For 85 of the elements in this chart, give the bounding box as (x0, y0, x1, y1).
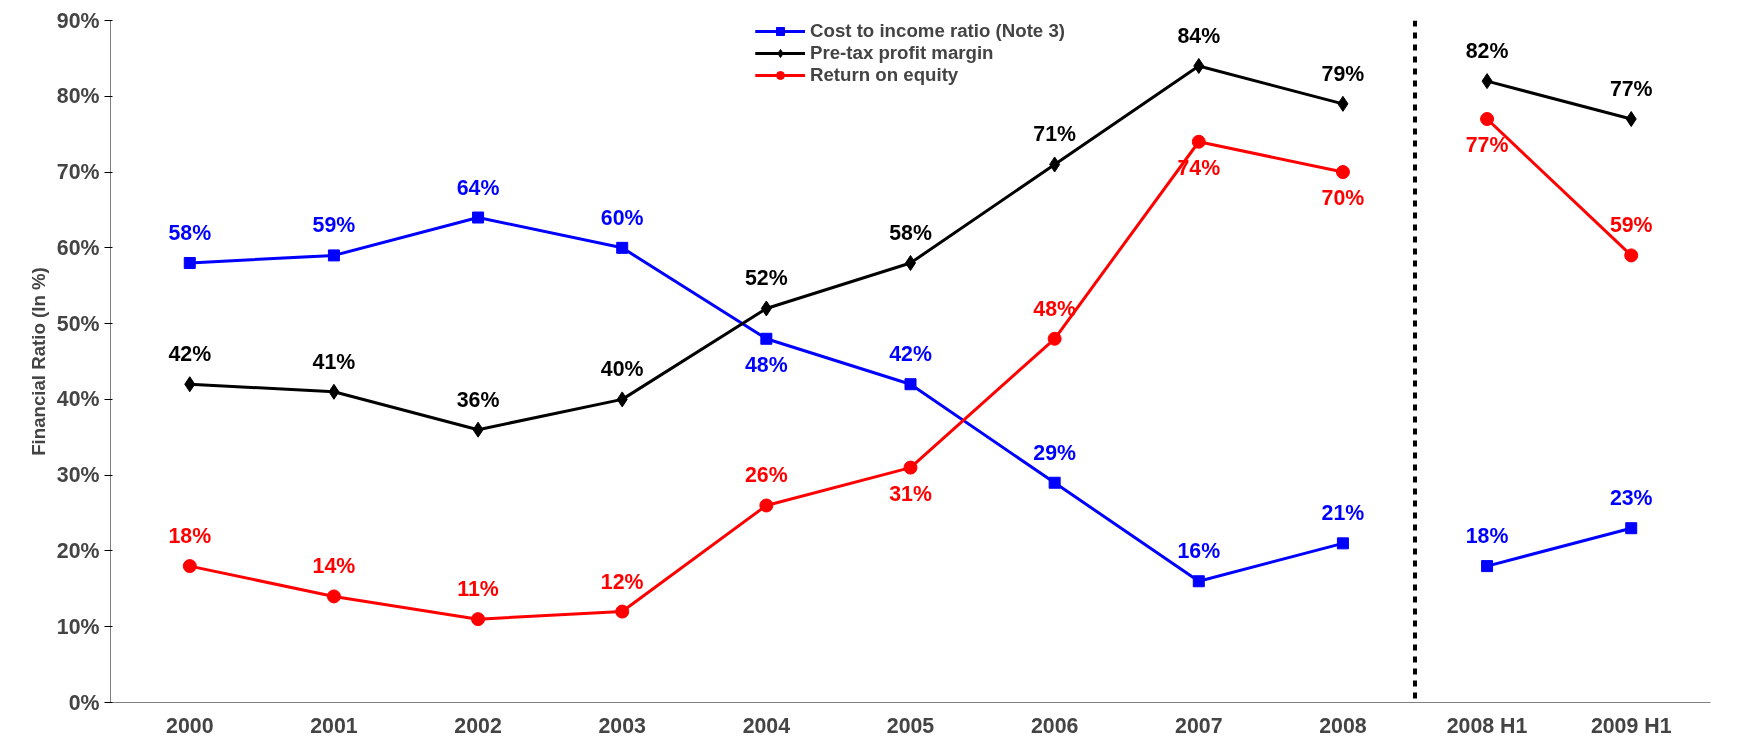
data-label: 52% (745, 266, 788, 291)
point (1335, 165, 1350, 180)
data-label: 74% (1177, 155, 1221, 180)
point (904, 378, 917, 391)
data-label: 48% (1033, 296, 1077, 321)
y-tick-label: 10% (56, 614, 100, 639)
y-tick-label: 30% (56, 463, 100, 488)
point (759, 498, 774, 513)
x-tick-label: 2004 (742, 713, 791, 738)
data-label: 21% (1321, 501, 1365, 526)
y-tick-label: 40% (56, 387, 100, 412)
x-tick-label: 2005 (886, 713, 935, 738)
data-label: 64% (456, 175, 500, 200)
point (184, 376, 196, 393)
legend-label: Cost to income ratio (Note 3) (810, 20, 1065, 42)
y-tick-label: 50% (56, 311, 100, 336)
data-label: 71% (1033, 122, 1077, 147)
point (183, 256, 196, 269)
data-label: 77% (1609, 77, 1653, 102)
y-tick-label: 90% (56, 8, 100, 33)
data-label: 41% (312, 349, 356, 374)
point (903, 460, 918, 475)
data-label: 31% (889, 481, 932, 506)
x-tick-label: 2008 H1 (1446, 713, 1528, 738)
point (616, 241, 629, 254)
x-tick-label: 2001 (310, 713, 358, 738)
point (1048, 476, 1061, 489)
x-tick-label: 2006 (1030, 713, 1079, 738)
point (472, 421, 484, 438)
point (1336, 537, 1349, 550)
data-label: 42% (168, 342, 212, 367)
data-label: 23% (1609, 486, 1653, 511)
point (1192, 575, 1205, 588)
y-tick-label: 60% (56, 235, 100, 260)
data-label: 59% (312, 213, 356, 238)
point (1049, 156, 1061, 173)
data-label: 48% (745, 352, 788, 377)
point (326, 589, 341, 604)
point (1337, 95, 1349, 112)
point (471, 612, 486, 627)
data-label: 18% (1465, 524, 1509, 549)
data-label: 84% (1177, 23, 1221, 48)
x-tick-label: 2000 (166, 713, 214, 738)
data-label: 79% (1321, 61, 1365, 86)
data-label: 60% (600, 205, 644, 230)
x-tick-label: 2008 (1319, 713, 1367, 738)
data-label: 82% (1465, 39, 1509, 64)
point (472, 211, 485, 224)
y-tick-label: 20% (56, 538, 100, 563)
y-tick-label: 80% (56, 84, 100, 109)
data-label: 18% (168, 524, 212, 549)
data-label: 40% (600, 357, 644, 382)
y-tick-label: 70% (56, 160, 100, 185)
point (616, 391, 628, 408)
point (328, 383, 340, 400)
data-label: 16% (1177, 539, 1221, 564)
data-label: 29% (1033, 440, 1077, 465)
data-label: 58% (168, 220, 212, 245)
point (327, 249, 340, 262)
x-tick-label: 2002 (454, 713, 502, 738)
legend-label: Return on equity (810, 64, 959, 86)
point (760, 332, 773, 345)
y-axis-title: Financial Ratio (In %) (27, 267, 49, 456)
y-tick-label: 0% (68, 690, 100, 715)
data-label: 42% (889, 342, 932, 367)
x-tick-label: 2003 (598, 713, 647, 738)
data-label: 70% (1321, 186, 1365, 211)
data-label: 77% (1465, 133, 1509, 158)
point (615, 604, 630, 619)
data-label: 11% (457, 577, 499, 602)
point (1047, 331, 1062, 346)
point (182, 559, 197, 574)
data-label: 14% (312, 554, 356, 579)
data-label: 26% (745, 463, 788, 488)
point (1191, 134, 1206, 149)
legend-label: Pre-tax profit margin (810, 42, 994, 64)
data-label: 59% (1609, 213, 1653, 238)
x-tick-label: 2009 H1 (1590, 713, 1672, 738)
data-label: 36% (456, 387, 500, 412)
point (760, 300, 772, 317)
data-label: 58% (889, 220, 932, 245)
point (1193, 57, 1205, 74)
x-tick-label: 2007 (1175, 713, 1223, 738)
point (1624, 248, 1639, 263)
data-label: 12% (600, 569, 644, 594)
